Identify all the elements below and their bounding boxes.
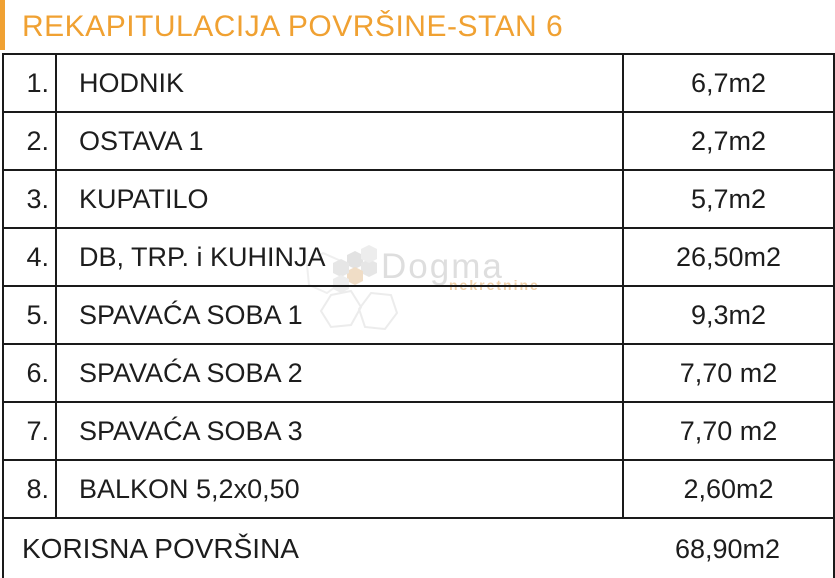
room-name-cell: DB, TRP. i KUHINJA [55,227,624,287]
table-row: 5. SPAVAĆA SOBA 1 9,3m2 [2,285,835,345]
table-row: 3. KUPATILO 5,7m2 [2,169,835,229]
area-value-cell: 2,60m2 [622,459,835,519]
row-number-cell: 5. [2,285,57,345]
table-row: 7. SPAVAĆA SOBA 3 7,70 m2 [2,401,835,461]
footer-total-value: 68,90m2 [674,533,781,564]
row-number-cell: 3. [2,169,57,229]
footer-row-content: KORISNA POVRŠINA 68,90m2 [5,520,832,578]
area-value-cell: 7,70 m2 [622,401,835,461]
area-value-cell: 26,50m2 [622,227,835,287]
area-value-cell: 5,7m2 [622,169,835,229]
row-number-cell: 7. [2,401,57,461]
room-name-cell: SPAVAĆA SOBA 3 [55,401,624,461]
area-value-cell: 2,7m2 [622,111,835,171]
page-title: REKAPITULACIJA POVRŠINE-STAN 6 [22,10,564,43]
room-name-cell: OSTAVA 1 [55,111,624,171]
area-table: 1. HODNIK 6,7m2 2. OSTAVA 1 2,7m2 3. KUP… [2,53,835,578]
table-row: 1. HODNIK 6,7m2 [2,53,835,113]
table-row: 6. SPAVAĆA SOBA 2 7,70 m2 [2,343,835,403]
room-name-cell: SPAVAĆA SOBA 2 [55,343,624,403]
footer-label: KORISNA POVRŠINA [22,533,299,564]
area-value-cell: 7,70 m2 [622,343,835,403]
footer-row: KORISNA POVRŠINA 68,90m2 [2,517,835,578]
room-name-cell: KUPATILO [55,169,624,229]
row-number-cell: 4. [2,227,57,287]
room-name-cell: SPAVAĆA SOBA 1 [55,285,624,345]
row-number-cell: 6. [2,343,57,403]
table-row: 2. OSTAVA 1 2,7m2 [2,111,835,171]
area-value-cell: 9,3m2 [622,285,835,345]
table-row: 8. BALKON 5,2x0,50 2,60m2 [2,459,835,519]
table-row: 4. DB, TRP. i KUHINJA 26,50m2 [2,227,835,287]
row-number-cell: 2. [2,111,57,171]
room-name-cell: BALKON 5,2x0,50 [55,459,624,519]
room-name-cell: HODNIK [55,53,624,113]
row-number-cell: 8. [2,459,57,519]
row-number-cell: 1. [2,53,57,113]
area-value-cell: 6,7m2 [622,53,835,113]
title-accent-bar [0,0,5,50]
